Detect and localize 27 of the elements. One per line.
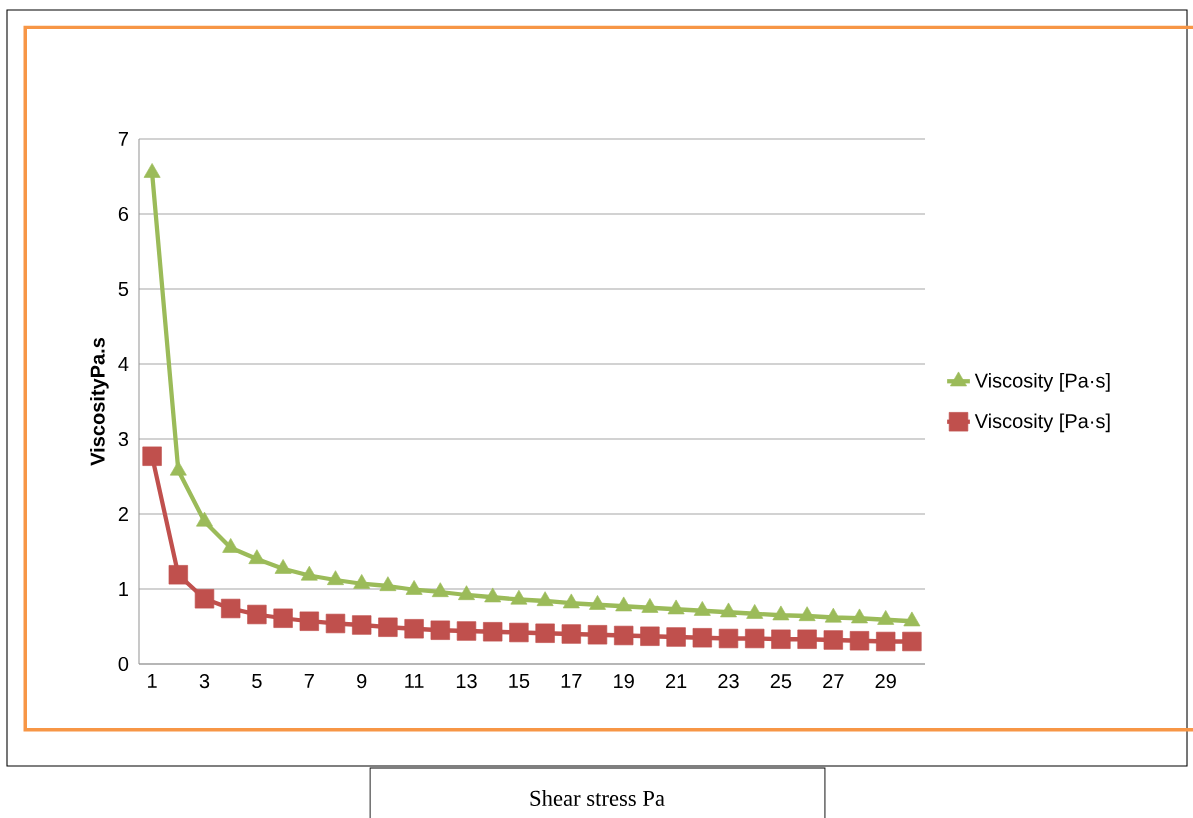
y-tick-label: 2: [118, 507, 128, 521]
x-tick-label: 25: [770, 674, 792, 689]
y-tick-label: 5: [118, 282, 129, 296]
x-tick-label: 13: [456, 674, 477, 689]
x-tick-label: 21: [665, 674, 687, 689]
y-tick-label: 7: [118, 132, 128, 146]
x-tick-label: 9: [357, 674, 367, 689]
x-tick-label: 27: [823, 674, 844, 689]
y-tick-label: 0: [118, 656, 129, 672]
x-tick-label: 3: [199, 674, 210, 689]
x-tick-label: 15: [509, 674, 530, 688]
x-tick-label: 17: [561, 674, 582, 688]
x-tick-label: 7: [304, 674, 314, 688]
y-tick-label: 3: [118, 431, 129, 447]
y-tick-label: 4: [118, 357, 129, 371]
x-tick-label: 1: [148, 674, 157, 688]
legend-label: Viscosity [Pa·s]: [974, 373, 1110, 392]
x-tick-label: 23: [718, 674, 739, 689]
y-tick-label: 6: [118, 206, 129, 222]
legend-label: Viscosity [Pa·s]: [974, 413, 1110, 433]
x-axis-title: Shear stress Pa: [530, 790, 665, 806]
x-tick-label: 19: [614, 674, 634, 689]
x-tick-label: 5: [252, 674, 262, 688]
y-tick-label: 1: [119, 582, 128, 596]
y-axis-title: ViscosityPa.s: [90, 338, 109, 466]
x-tick-label: 29: [875, 674, 896, 689]
x-tick-label: 11: [405, 674, 424, 688]
